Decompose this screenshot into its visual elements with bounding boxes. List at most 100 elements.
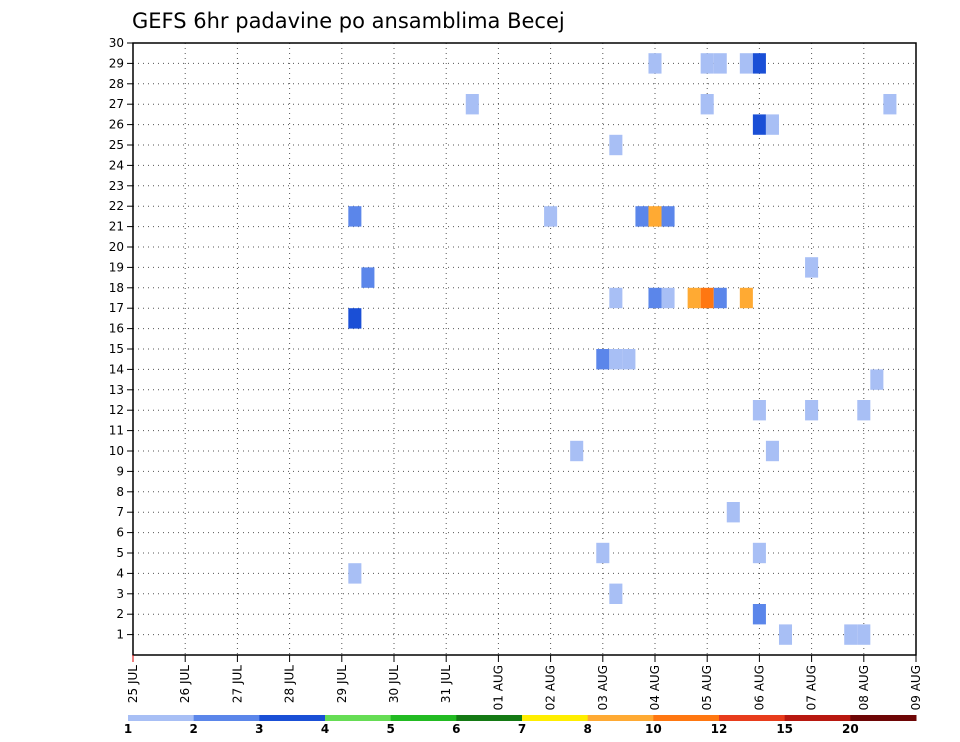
y-tick-label: 28 — [109, 77, 124, 91]
y-tick-label: 27 — [109, 97, 124, 111]
x-tick-label: 01 AUG — [491, 665, 505, 710]
precip-cell — [544, 206, 558, 227]
precip-cell — [700, 287, 714, 309]
precip-cell — [570, 440, 584, 462]
precip-cell — [765, 440, 779, 462]
x-tick-label: 03 AUG — [596, 665, 610, 710]
x-axis: 25 JUL 26 JUL 27 JUL 28 JUL 29 JUL 30 JUL 31 J… — [126, 655, 923, 710]
y-tick-label: 5 — [116, 546, 124, 560]
colorbar-legend: 1 2 3 4 5 6 7 8 10 12 15 20 — [124, 715, 917, 736]
precip-cell — [713, 53, 727, 74]
y-axis: 1234567891011121314151617181920212223242… — [109, 36, 133, 642]
precip-cell — [687, 287, 701, 309]
colorbar-label: 15 — [776, 722, 793, 736]
colorbar-swatch — [653, 715, 720, 721]
precip-cell — [596, 349, 610, 370]
y-tick-label: 29 — [109, 56, 124, 70]
y-tick-label: 14 — [109, 362, 124, 376]
x-tick-label: 26 JUL — [178, 665, 192, 703]
precip-cell — [648, 206, 662, 227]
precip-cell — [348, 308, 362, 329]
y-tick-label: 22 — [109, 199, 124, 213]
precip-cell — [778, 624, 793, 645]
precipitation-cells — [348, 53, 897, 645]
precip-cell — [752, 400, 766, 421]
colorbar-label: 20 — [842, 722, 859, 736]
precip-cell — [609, 349, 623, 370]
y-tick-label: 25 — [109, 138, 124, 152]
precip-cell — [635, 206, 649, 227]
x-tick-label: 02 AUG — [544, 665, 558, 710]
x-tick-label: 31 JUL — [439, 665, 453, 703]
colorbar-label: 12 — [711, 722, 728, 736]
y-tick-label: 9 — [116, 464, 124, 478]
precip-cell — [609, 287, 623, 309]
y-tick-label: 8 — [116, 485, 124, 499]
y-tick-label: 26 — [109, 118, 124, 132]
precip-cell — [348, 563, 362, 584]
precip-cell — [805, 400, 819, 421]
precip-cell — [348, 206, 362, 227]
y-tick-label: 21 — [109, 220, 124, 234]
y-tick-label: 30 — [109, 36, 124, 50]
colorbar-label: 2 — [189, 722, 197, 736]
y-tick-label: 10 — [109, 444, 124, 458]
x-tick-label: 04 AUG — [648, 665, 662, 710]
colorbar-swatch — [719, 715, 786, 721]
precip-cell — [752, 604, 766, 625]
colorbar-label: 1 — [124, 722, 132, 736]
colorbar-swatch — [325, 715, 392, 721]
precip-cell — [661, 287, 675, 309]
y-tick-label: 23 — [109, 179, 124, 193]
precip-cell — [465, 94, 479, 115]
y-tick-label: 13 — [109, 383, 124, 397]
colorbar-swatch — [784, 715, 851, 721]
colorbar-swatch — [850, 715, 917, 721]
y-tick-label: 4 — [116, 566, 124, 580]
y-tick-label: 11 — [109, 424, 124, 438]
x-tick-label: 08 AUG — [857, 665, 871, 710]
precip-cell — [361, 267, 375, 288]
precip-cell — [622, 349, 636, 370]
colorbar-label: 8 — [583, 722, 591, 736]
precip-cell — [700, 53, 714, 74]
x-tick-label: 05 AUG — [700, 665, 714, 710]
precip-cell — [700, 94, 714, 115]
x-tick-label: 30 JUL — [387, 665, 401, 703]
precip-cell — [661, 206, 675, 227]
colorbar-label: 3 — [255, 722, 263, 736]
x-tick-label: 07 AUG — [805, 665, 819, 710]
precip-cell — [739, 287, 753, 309]
precip-cell — [648, 53, 662, 74]
precip-cell — [752, 53, 766, 74]
precip-cell — [765, 114, 779, 135]
colorbar-swatch — [390, 715, 457, 721]
y-tick-label: 18 — [109, 281, 124, 295]
x-tick-label: 09 AUG — [909, 665, 923, 710]
precip-cell — [844, 624, 858, 645]
y-tick-label: 15 — [109, 342, 124, 356]
colorbar-swatch — [128, 715, 195, 721]
y-tick-label: 3 — [116, 587, 124, 601]
x-tick-label: 29 JUL — [335, 665, 349, 703]
y-tick-label: 20 — [109, 240, 124, 254]
colorbar-label: 4 — [321, 722, 329, 736]
precip-cell — [713, 287, 727, 309]
precip-cell — [752, 542, 766, 564]
colorbar-label: 10 — [645, 722, 662, 736]
y-tick-label: 1 — [116, 628, 124, 642]
grid-lines — [133, 43, 916, 655]
y-tick-label: 17 — [109, 301, 124, 315]
colorbar-label: 6 — [452, 722, 460, 736]
precip-cell — [805, 257, 819, 278]
precip-cell — [883, 94, 897, 115]
x-tick-label: 27 JUL — [230, 665, 244, 703]
colorbar-swatch — [193, 715, 260, 721]
y-tick-label: 19 — [109, 260, 124, 274]
precip-cell — [739, 53, 753, 74]
precip-cell — [870, 369, 884, 390]
colorbar-label: 5 — [386, 722, 394, 736]
colorbar-swatch — [456, 715, 523, 721]
x-tick-label: 28 JUL — [283, 665, 297, 703]
